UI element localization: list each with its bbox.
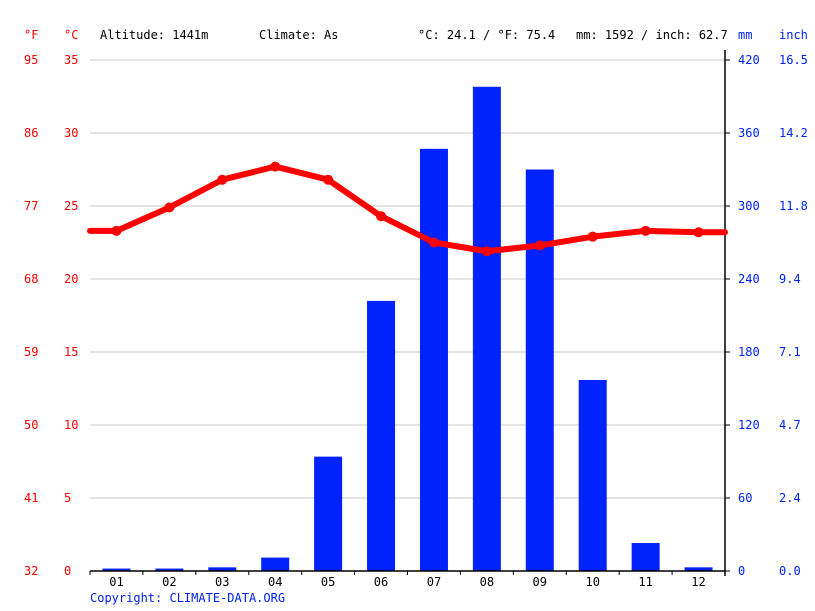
inch-tick-label: 0.0 [779,564,801,578]
inch-tick-label: 16.5 [779,53,808,67]
fahrenheit-tick-label: 41 [24,491,39,505]
temperature-point [587,231,598,242]
celsius-tick-label: 20 [64,272,79,286]
precipitation-bar [419,148,448,572]
precipitation-bar [314,456,343,571]
temperature-point [534,240,545,251]
fahrenheit-tick-label: 59 [24,345,39,359]
mm-tick-label: 60 [738,491,753,505]
precipitation-bar [102,568,131,571]
month-label: 03 [215,575,230,589]
climate-label: Climate: As [259,28,339,42]
temperature-point [376,211,387,222]
temperature-point [217,174,228,185]
mm-tick-label: 0 [738,564,746,578]
fahrenheit-tick-label: 86 [24,126,39,140]
precipitation-bar [367,300,396,571]
month-label: 04 [267,575,283,589]
temperature-point [640,225,651,236]
celsius-tick-label: 35 [64,53,79,67]
fahrenheit-unit-label: °F [24,28,39,42]
precipitation-summary: mm: 1592 / inch: 62.7 [576,28,728,42]
mm-tick-label: 300 [738,199,760,213]
temperature-line [87,163,728,255]
month-label: 11 [638,575,653,589]
mm-unit-label: mm [738,28,753,42]
fahrenheit-tick-label: 68 [24,272,39,286]
mm-tick-label: 180 [738,345,760,359]
precipitation-bar [578,379,607,571]
temperature-point [693,227,704,238]
celsius-tick-label: 15 [64,345,79,359]
mm-tick-label: 360 [738,126,760,140]
precipitation-bar [208,567,237,571]
month-label: 10 [585,575,600,589]
precipitation-bar [472,86,501,572]
celsius-tick-label: 10 [64,418,79,432]
precipitation-bar [261,557,290,571]
inch-tick-label: 14.2 [779,126,808,140]
precipitation-bar [155,568,184,571]
fahrenheit-tick-label: 95 [24,53,39,67]
temperature-summary: °C: 24.1 / °F: 75.4 [418,28,556,42]
celsius-tick-label: 30 [64,126,79,140]
month-label: 06 [373,575,389,589]
month-label: 05 [320,575,336,589]
inch-tick-label: 7.1 [779,345,801,359]
mm-tick-label: 420 [738,53,760,67]
temperature-point [111,225,122,236]
inch-tick-label: 2.4 [779,491,801,505]
copyright-link[interactable]: Copyright: CLIMATE-DATA.ORG [90,591,286,605]
month-label: 08 [479,575,495,589]
temperature-point [164,202,175,213]
fahrenheit-tick-label: 50 [24,418,39,432]
month-label: 02 [162,575,177,589]
inch-tick-label: 9.4 [779,272,801,286]
precipitation-bar [631,543,660,571]
mm-tick-label: 120 [738,418,760,432]
inch-tick-label: 11.8 [779,199,808,213]
inch-unit-label: inch [779,28,808,42]
celsius-tick-label: 5 [64,491,72,505]
temperature-point [323,174,334,185]
precipitation-bar [684,567,713,571]
fahrenheit-tick-label: 32 [24,564,39,578]
fahrenheit-tick-label: 77 [24,199,39,213]
celsius-unit-label: °C [64,28,79,42]
altitude-label: Altitude: 1441m [100,28,209,42]
month-label: 07 [426,575,442,589]
temperature-point [270,161,281,172]
temperature-point [428,237,439,248]
celsius-tick-label: 25 [64,199,79,213]
month-label: 09 [532,575,547,589]
precipitation-bar [525,169,554,571]
month-label: 12 [691,575,706,589]
mm-tick-label: 240 [738,272,760,286]
temperature-point [481,246,492,257]
month-label: 01 [109,575,124,589]
inch-tick-label: 4.7 [779,418,801,432]
celsius-tick-label: 0 [64,564,72,578]
